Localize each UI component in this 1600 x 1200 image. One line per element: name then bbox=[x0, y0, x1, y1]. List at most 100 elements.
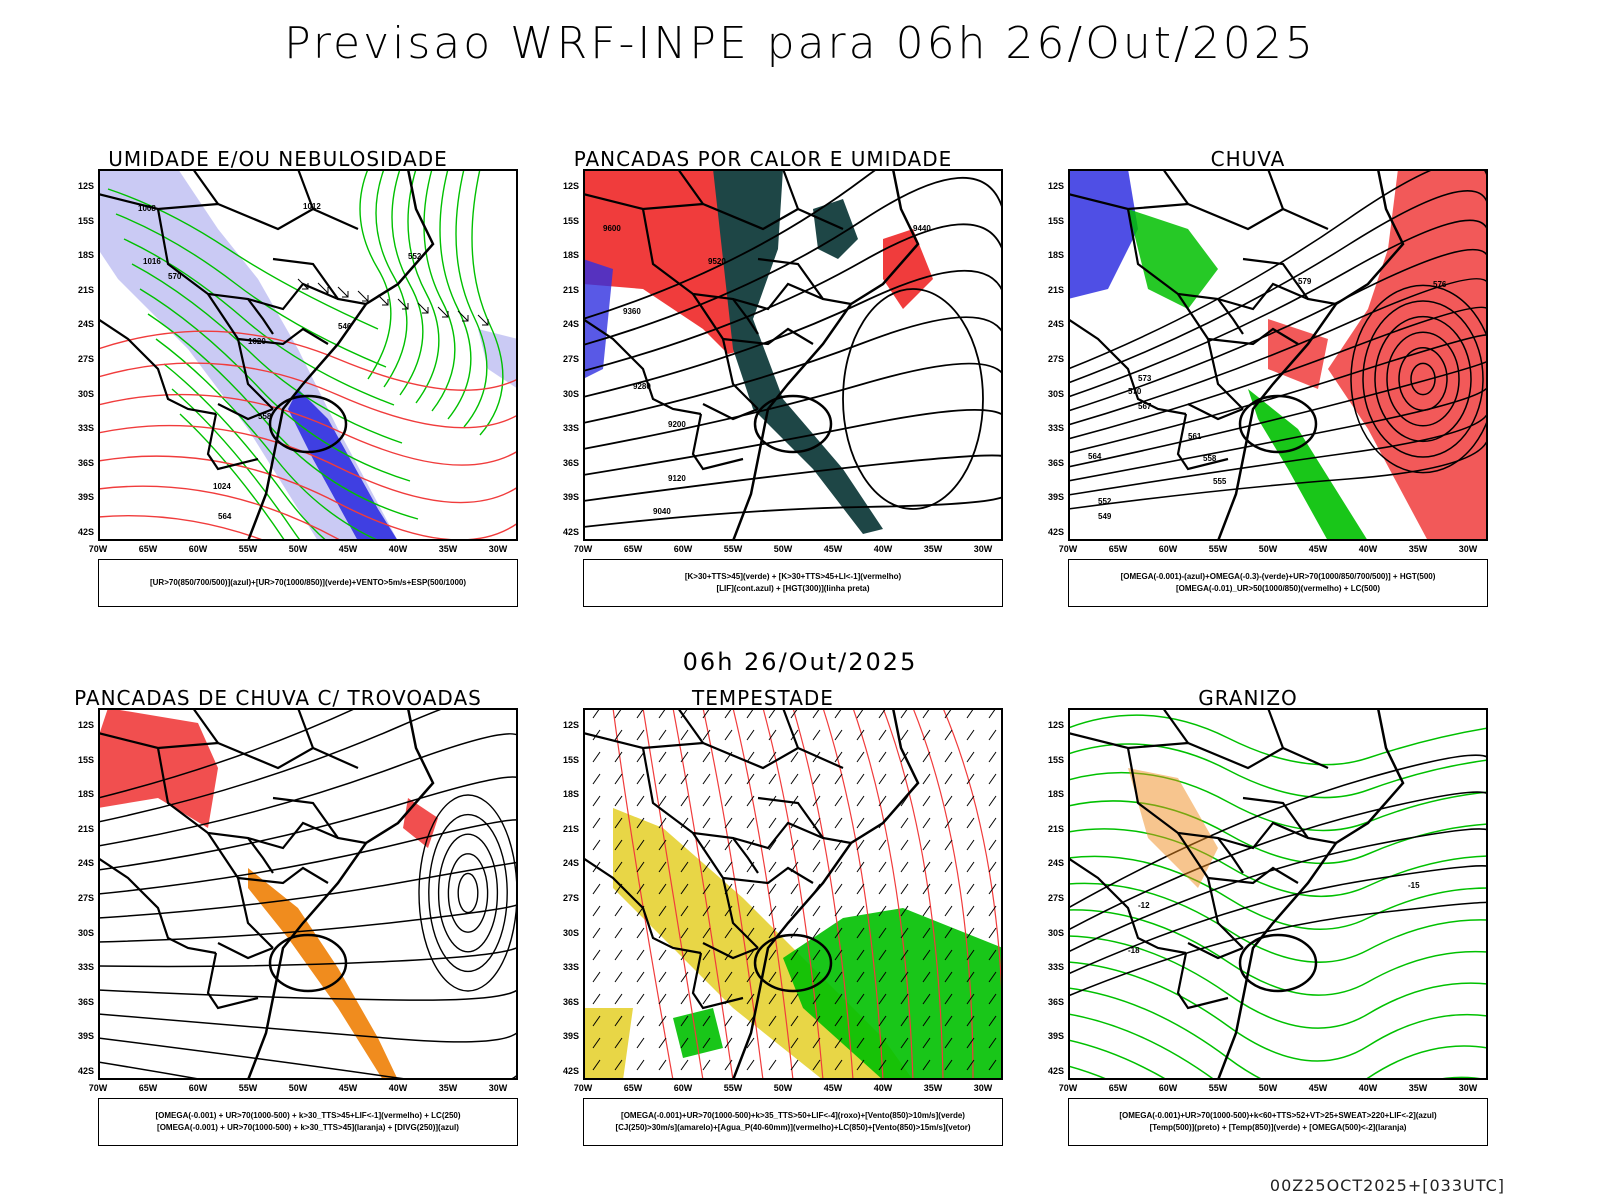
wind-vector bbox=[856, 1059, 865, 1071]
lat-tick: 12S bbox=[77, 181, 94, 191]
country-border bbox=[1177, 293, 1244, 410]
wind-vector bbox=[724, 729, 733, 741]
country-border bbox=[1217, 282, 1309, 311]
wind-vector bbox=[614, 1015, 623, 1027]
wind-vector bbox=[592, 949, 601, 961]
contour-label: -12 bbox=[1138, 901, 1150, 910]
wind-vector bbox=[944, 927, 953, 939]
country-border bbox=[272, 257, 367, 306]
wind-vector bbox=[834, 905, 843, 917]
wind-vector bbox=[724, 839, 733, 851]
temp850-contour bbox=[1068, 743, 1488, 799]
country-border bbox=[237, 866, 329, 885]
country-border bbox=[692, 832, 759, 949]
wind-vector bbox=[944, 839, 953, 851]
wind-vector bbox=[724, 795, 733, 807]
hgt300-contour bbox=[583, 496, 1003, 528]
wind-vector bbox=[944, 795, 953, 807]
lon-tick: 35W bbox=[438, 1083, 458, 1093]
hgt300-contour bbox=[583, 408, 1003, 476]
country-border bbox=[583, 731, 844, 770]
country-border bbox=[1126, 747, 1244, 874]
country-border bbox=[732, 282, 824, 311]
wind-vector bbox=[900, 861, 909, 873]
ur-low-contour bbox=[147, 313, 419, 520]
hgt500-contour bbox=[1068, 360, 1488, 468]
wind-vector bbox=[790, 1037, 799, 1049]
wind-vector bbox=[922, 751, 931, 763]
lon-tick: 50W bbox=[773, 1083, 793, 1093]
ur-low-contour bbox=[163, 363, 328, 541]
contour-label: 546 bbox=[338, 322, 352, 331]
lat-tick: 27S bbox=[1047, 354, 1064, 364]
lon-tick: 30W bbox=[973, 1083, 993, 1093]
legend-box: [UR>70(850/700/500)](azul)+[UR>70(1000/8… bbox=[98, 559, 518, 607]
lon-tick: 45W bbox=[1308, 1083, 1328, 1093]
country-border bbox=[641, 208, 759, 335]
wind-vector bbox=[746, 1059, 755, 1071]
map-frame: 12S 15S 18S 21S 24S 27S 30S 33S 36S 39S 42S 70W 65W 6… bbox=[78, 708, 518, 1093]
wind-vector bbox=[658, 1037, 667, 1049]
lat-tick: 21S bbox=[1047, 823, 1064, 834]
wind-vector bbox=[790, 817, 799, 829]
streamline-250 bbox=[98, 1013, 518, 1043]
wind-vector bbox=[636, 817, 645, 829]
ur-low-contour bbox=[131, 263, 403, 444]
contour-label: 576 bbox=[1433, 280, 1447, 289]
lon-tick: 30W bbox=[973, 544, 993, 554]
wind-vector bbox=[878, 861, 887, 873]
lon-tick: 30W bbox=[488, 1083, 508, 1093]
hgt500-contour bbox=[1068, 248, 1488, 412]
legend-line: [OMEGA(-0.01)_UR>50(1000/850)(vermelho) … bbox=[1175, 584, 1381, 593]
lon-tick: 70W bbox=[573, 1083, 593, 1093]
wind-vector bbox=[768, 927, 777, 939]
wind-vector bbox=[812, 1059, 821, 1071]
map-border bbox=[583, 708, 1003, 1080]
panel-tempestade: TEMPESTADE 12S 15S 18S 21S 24S 27S 30S 33S 36S 39S… bbox=[543, 686, 1003, 1146]
country-border bbox=[206, 952, 259, 1010]
contour-label: 552 bbox=[1098, 497, 1112, 506]
lat-tick: 30S bbox=[1047, 388, 1064, 399]
panel-chuva: CHUVA 579 576 573 570 567 564 561 558 555 552 549 12… bbox=[1028, 147, 1488, 607]
wind-vector bbox=[746, 817, 755, 829]
wind-vector bbox=[988, 861, 997, 873]
streamline-250 bbox=[98, 708, 358, 799]
wind-vector bbox=[636, 1037, 645, 1049]
lat-tick: 33S bbox=[77, 423, 94, 434]
panel-title: PANCADAS DE CHUVA C/ TROVOADAS bbox=[74, 686, 482, 710]
streamline-250 bbox=[98, 941, 518, 968]
lat-tick: 18S bbox=[1047, 250, 1064, 261]
wind-850-area bbox=[673, 1008, 723, 1058]
ur-low-contour bbox=[391, 169, 424, 396]
wind-vector bbox=[790, 839, 799, 851]
omega-strong-area bbox=[1128, 209, 1218, 309]
wind-vector bbox=[636, 971, 645, 983]
country-border bbox=[1266, 169, 1285, 210]
wind-vector bbox=[878, 1015, 887, 1027]
wind-vector bbox=[878, 927, 887, 939]
thunder-area bbox=[403, 798, 438, 848]
lc850-streamline bbox=[762, 708, 824, 1080]
lon-tick: 40W bbox=[1358, 544, 1378, 554]
ur-low-contour bbox=[471, 169, 504, 436]
wind-vector bbox=[988, 971, 997, 983]
contour-label: -18 bbox=[1128, 946, 1140, 955]
streamline-250 bbox=[98, 733, 518, 847]
wind-vector bbox=[614, 729, 623, 741]
panel-title: CHUVA bbox=[1210, 147, 1286, 171]
wind-vector bbox=[878, 949, 887, 961]
legend-box: [OMEGA(-0.001)+UR>70(1000-500)+k<60+TTS>… bbox=[1068, 1098, 1488, 1146]
panel-title: UMIDADE E/OU NEBULOSIDADE bbox=[108, 147, 448, 171]
thickness-contour bbox=[98, 424, 518, 504]
lat-tick: 12S bbox=[77, 720, 94, 730]
wind-vector bbox=[768, 993, 777, 1005]
wind-vector bbox=[834, 751, 843, 763]
wind-vector bbox=[636, 883, 645, 895]
wind-vector bbox=[746, 729, 755, 741]
lon-tick: 30W bbox=[1458, 544, 1478, 554]
ur-low-contour bbox=[179, 413, 286, 541]
hgt500-contour bbox=[1068, 169, 1488, 370]
lat-tick: 27S bbox=[1047, 893, 1064, 903]
wind-vector bbox=[702, 1059, 711, 1071]
wind-vector bbox=[900, 993, 909, 1005]
